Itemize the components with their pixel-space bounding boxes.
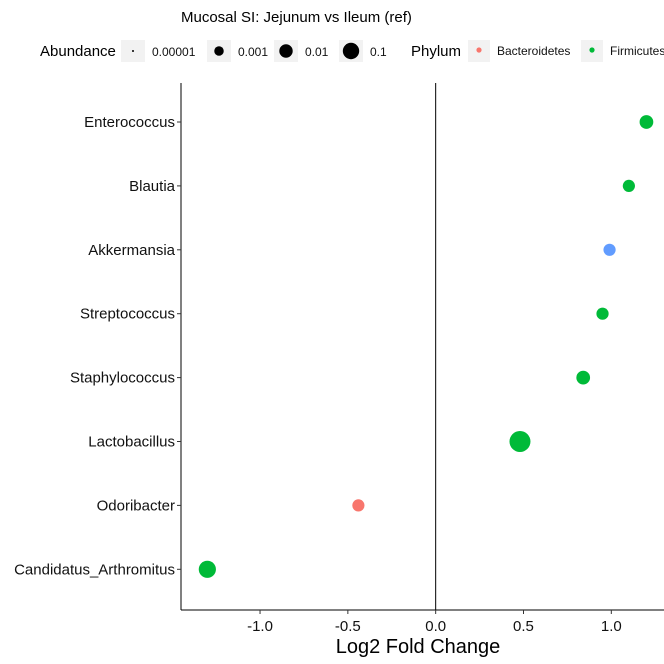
x-axis-ticks: -1.0 -0.5 0.0 0.5 1.0 [247,610,622,635]
size-legend-symbol [131,49,135,53]
x-tick-label: 0.0 [425,618,446,635]
y-tick-label: Enterococcus [84,114,175,131]
data-point [603,243,616,256]
x-tick-label: -1.0 [247,618,273,635]
size-legend-entries: 0.00001 0.001 0.01 0.1 [121,40,387,62]
y-tick-label: Staphylococcus [70,370,175,387]
size-legend: Abundance 0.00001 0.001 0.01 0.1 [40,40,387,62]
color-legend-entries: Bacteroidetes Firmicutes [468,40,664,62]
data-point [352,499,365,512]
size-legend-label: 0.001 [238,45,268,59]
color-legend-label: Firmicutes [610,44,664,58]
size-legend-title: Abundance [40,43,116,60]
size-legend-label: 0.00001 [152,45,196,59]
x-tick-label: 0.5 [513,618,534,635]
size-legend-symbol [279,44,293,58]
x-tick-label: 1.0 [601,618,622,635]
data-point [198,560,216,578]
data-point [576,370,591,385]
data-point [596,307,609,320]
y-tick-label: Streptococcus [80,306,175,323]
x-tick-label: -0.5 [335,618,361,635]
chart-title: Mucosal SI: Jejunum vs Ileum (ref) [181,9,412,26]
y-tick-label: Akkermansia [88,242,175,259]
y-tick-label: Odoribacter [97,497,175,514]
color-legend: Phylum Bacteroidetes Firmicutes [411,40,664,62]
color-legend-symbol [476,47,482,53]
y-tick-label: Candidatus_Arthromitus [14,561,175,578]
color-legend-label: Bacteroidetes [497,44,570,58]
size-legend-label: 0.1 [370,45,387,59]
y-tick-label: Blautia [129,178,176,195]
y-axis-ticks: Enterococcus Blautia Akkermansia Streptococ… [14,114,181,578]
x-axis-title: Log2 Fold Change [336,636,501,658]
color-legend-title: Phylum [411,43,461,60]
data-point [622,179,635,192]
size-legend-symbol [342,42,360,60]
data-points [198,115,654,578]
y-tick-label: Lactobacillus [88,434,175,451]
color-legend-symbol [589,47,595,53]
data-point [509,431,531,452]
size-legend-symbol [214,46,224,56]
size-legend-label: 0.01 [305,45,329,59]
data-point [639,115,654,129]
